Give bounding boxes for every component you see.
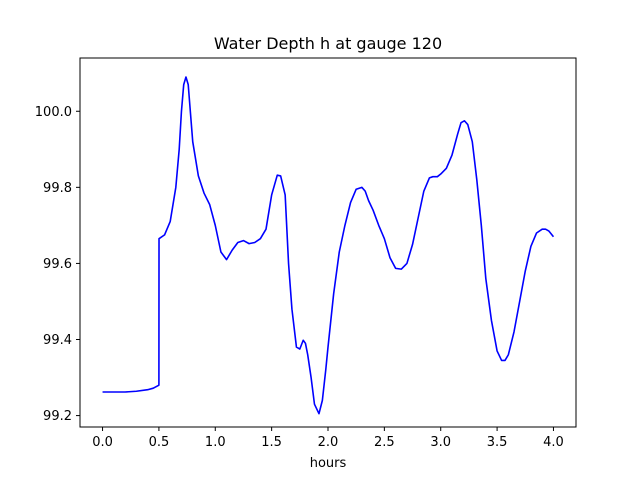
x-tick-label: 0.5 bbox=[149, 435, 170, 450]
x-tick-label: 0.0 bbox=[92, 435, 113, 450]
x-tick-label: 3.5 bbox=[487, 435, 508, 450]
x-tick-label: 3.0 bbox=[430, 435, 451, 450]
x-axis-label: hours bbox=[310, 456, 347, 471]
chart-title: Water Depth h at gauge 120 bbox=[214, 34, 442, 53]
x-tick-label: 1.0 bbox=[205, 435, 226, 450]
series-layer bbox=[102, 76, 555, 415]
x-tick-label: 2.5 bbox=[374, 435, 395, 450]
x-tick-label: 4.0 bbox=[543, 435, 564, 450]
x-axis: 0.0 0.5 1.0 1.5 2.0 2.5 3.0 3.5 4.0 bbox=[92, 427, 564, 450]
x-tick-label: 2.0 bbox=[318, 435, 339, 450]
y-axis: 99.2 99.4 99.6 99.8 100.0 bbox=[35, 105, 80, 424]
y-tick-label: 99.4 bbox=[43, 333, 72, 348]
plot-background bbox=[80, 58, 576, 427]
plot-area bbox=[80, 58, 576, 427]
x-tick-label: 1.5 bbox=[261, 435, 282, 450]
y-tick-label: 100.0 bbox=[35, 105, 72, 120]
series-line-0 bbox=[102, 76, 555, 415]
y-tick-label: 99.6 bbox=[43, 257, 72, 272]
plot-frame bbox=[79, 57, 577, 428]
y-tick-label: 99.8 bbox=[43, 181, 72, 196]
y-tick-label: 99.2 bbox=[43, 409, 72, 424]
